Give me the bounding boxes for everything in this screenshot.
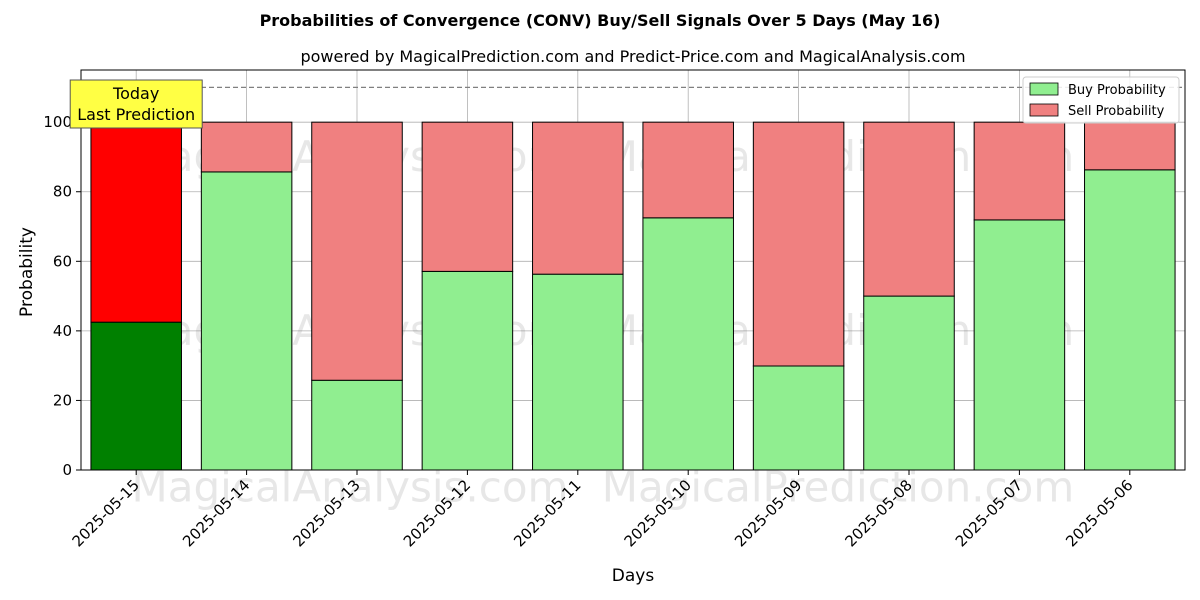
sell-bar [973,121,1066,221]
today-annotation: Today Last Prediction [69,79,203,129]
y-tick-label: 100 [43,113,72,131]
sell-bar [200,121,293,173]
annotation-box [69,79,203,129]
y-tick-label: 80 [53,183,72,201]
y-tick-label: 0 [62,461,72,479]
y-axis-ticks: 0 20 40 60 80 100 [43,113,81,479]
buy-bar [642,217,734,471]
buy-bar [200,171,293,471]
sell-bar [642,121,734,219]
y-tick-label: 60 [53,252,72,270]
y-axis-label: Probability [17,227,37,317]
sell-bar [421,121,514,272]
chart-title: Probabilities of Convergence (CONV) Buy/… [260,11,941,30]
legend-label-sell: Sell Probability [1068,104,1165,119]
buy-bar [1084,169,1176,471]
legend-swatch-buy [1029,82,1059,96]
buy-bar [421,270,514,471]
x-axis-label: Days [612,566,655,586]
watermark-text: MagicalAnalysis.com [132,462,569,511]
sell-bar [863,121,955,297]
buy-bar [863,295,955,471]
buy-bar [90,321,182,471]
annotation-line-today: Today [112,84,159,103]
chart-subtitle: powered by MagicalPrediction.com and Pre… [300,47,965,66]
x-tick-label: 2025-05-15 [69,476,143,550]
sell-bar [1084,121,1176,171]
watermark-text: MagicalPrediction.com [602,462,1075,511]
legend-frame [1022,76,1180,124]
legend-swatch-sell [1029,103,1059,117]
annotation-line-last-prediction: Last Prediction [77,105,195,124]
legend: Buy Probability Sell Probability [1022,76,1180,124]
buy-bar [973,219,1066,471]
sell-bar [752,121,845,367]
buy-bar [311,379,403,471]
bars-layer [90,121,1176,471]
legend-label-buy: Buy Probability [1068,83,1166,98]
buy-bar [532,273,624,471]
y-tick-label: 20 [53,391,72,409]
buy-bar [752,365,845,471]
y-tick-label: 40 [53,322,72,340]
sell-bar [311,121,403,381]
sell-bar [532,121,624,275]
sell-bar [90,121,182,323]
plot-frame [80,69,1186,471]
